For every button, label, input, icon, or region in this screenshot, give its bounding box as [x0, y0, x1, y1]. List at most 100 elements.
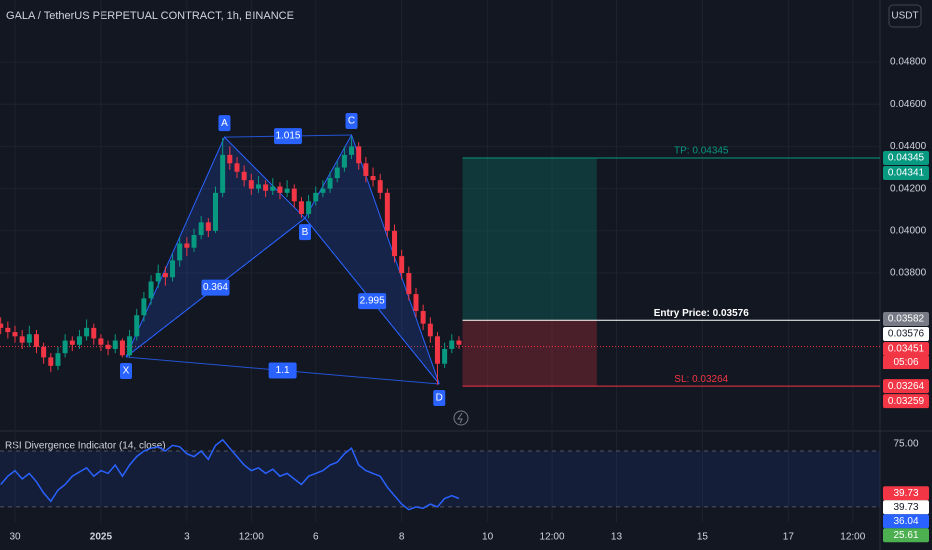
candle-body [91, 327, 97, 339]
currency[interactable]: USDT [891, 11, 918, 22]
ratio-label: 1.1 [276, 365, 290, 376]
candle-body [263, 184, 269, 191]
price-label-box [883, 379, 929, 394]
price-label: 0.04345 [888, 153, 925, 164]
candle-body [98, 338, 104, 345]
ratio-box [201, 279, 230, 296]
candle-body [5, 327, 11, 333]
candle-body [84, 327, 90, 337]
candle-body [284, 188, 290, 193]
candle-body [41, 346, 47, 358]
price-label: 0.03259 [888, 396, 925, 407]
candle-body [270, 186, 276, 191]
candle-body [127, 336, 133, 356]
price-label: 0.03264 [888, 381, 925, 392]
ratio-label: 1.015 [275, 131, 300, 142]
rsi-label-box [883, 514, 929, 529]
candle-body [255, 184, 261, 189]
candle-body [291, 188, 297, 202]
candle-body [212, 192, 218, 231]
candle-body [399, 256, 405, 274]
rsi-label: 25.61 [893, 530, 918, 541]
candle-body [33, 334, 39, 347]
candle-body [26, 334, 32, 343]
rsi-line [0, 438, 460, 511]
price-label-box [883, 342, 929, 357]
alert-icon[interactable] [453, 410, 469, 426]
candle-body [134, 315, 140, 337]
candle-body [205, 222, 211, 231]
candle-body [119, 340, 125, 356]
loss-zone [462, 320, 597, 387]
y-tick-label: 0.04200 [890, 183, 927, 194]
x-tick-label: 10 [482, 532, 494, 543]
price-label-box [883, 312, 929, 327]
candle-body [449, 340, 455, 349]
price-label: 0.03576 [888, 329, 925, 340]
price-label: 0.03451 [888, 344, 925, 355]
x-tick-label: 12:00 [239, 532, 264, 543]
candle-body [298, 201, 304, 214]
ratio-label: 2.995 [360, 296, 385, 307]
price-label-box [883, 327, 929, 342]
pattern-point-label: A [221, 118, 228, 129]
y-tick-label: 0.04600 [890, 99, 927, 110]
y-tick-label: 0.04800 [890, 57, 927, 68]
candle-body [306, 201, 312, 214]
candle-body [363, 163, 369, 176]
rsi-label: 36.04 [893, 516, 918, 527]
pattern-point-label: B [302, 227, 309, 238]
candle-body [112, 340, 118, 349]
candle-body [434, 336, 440, 364]
candle-body [320, 188, 326, 193]
candle-body [162, 273, 168, 278]
candle-body [248, 180, 254, 189]
price-label-box [883, 151, 929, 166]
sl-label: SL: 0.03264 [674, 374, 728, 385]
y-tick-label: 0.04000 [890, 225, 927, 236]
price-label: 0.04341 [888, 168, 925, 179]
candle-body [141, 298, 147, 316]
candle-body [313, 192, 319, 202]
pattern-point-label: D [436, 393, 443, 404]
candle-body [0, 323, 4, 328]
candle-body [277, 186, 283, 193]
candle-body [55, 353, 61, 366]
chart-title: GALA / TetherUS PERPETUAL CONTRACT, 1h, … [6, 10, 294, 22]
x-tick-label: 17 [783, 532, 795, 543]
rsi-label: 39.73 [893, 502, 918, 513]
candle-body [327, 178, 333, 189]
ratio-label: 0.364 [203, 282, 228, 293]
x-tick-label: 8 [399, 532, 405, 543]
y-tick-label: 0.03800 [890, 268, 927, 279]
candle-body [69, 340, 75, 345]
candle-body [184, 243, 190, 248]
candle-body [341, 154, 347, 168]
candle-body [76, 336, 82, 345]
candle-body [377, 180, 383, 193]
rsi-label-box [883, 500, 929, 515]
pattern-point-box [299, 224, 312, 241]
ratio-box [268, 362, 297, 379]
ratio-box [358, 293, 387, 310]
countdown: 05:06 [893, 357, 918, 368]
rsi-label-box [883, 528, 929, 543]
rsi-title: RSI Divergence Indicator (14, close) [5, 441, 166, 452]
rsi-label: 75.00 [893, 439, 918, 450]
currency-button[interactable] [888, 4, 922, 28]
candle-body [12, 332, 18, 337]
ratio-box [273, 128, 302, 145]
candle-body [220, 154, 226, 193]
x-tick-label: 12:00 [840, 532, 865, 543]
x-tick-label: 12:00 [540, 532, 565, 543]
candle-body [370, 175, 376, 181]
x-tick-label: 2025 [90, 532, 113, 543]
candle-body [334, 167, 340, 179]
candle-body [427, 323, 433, 337]
rsi-label-box [883, 486, 929, 501]
rsi-label: 39.73 [893, 488, 918, 499]
candle-body [48, 357, 54, 366]
price-label-box [883, 166, 929, 181]
